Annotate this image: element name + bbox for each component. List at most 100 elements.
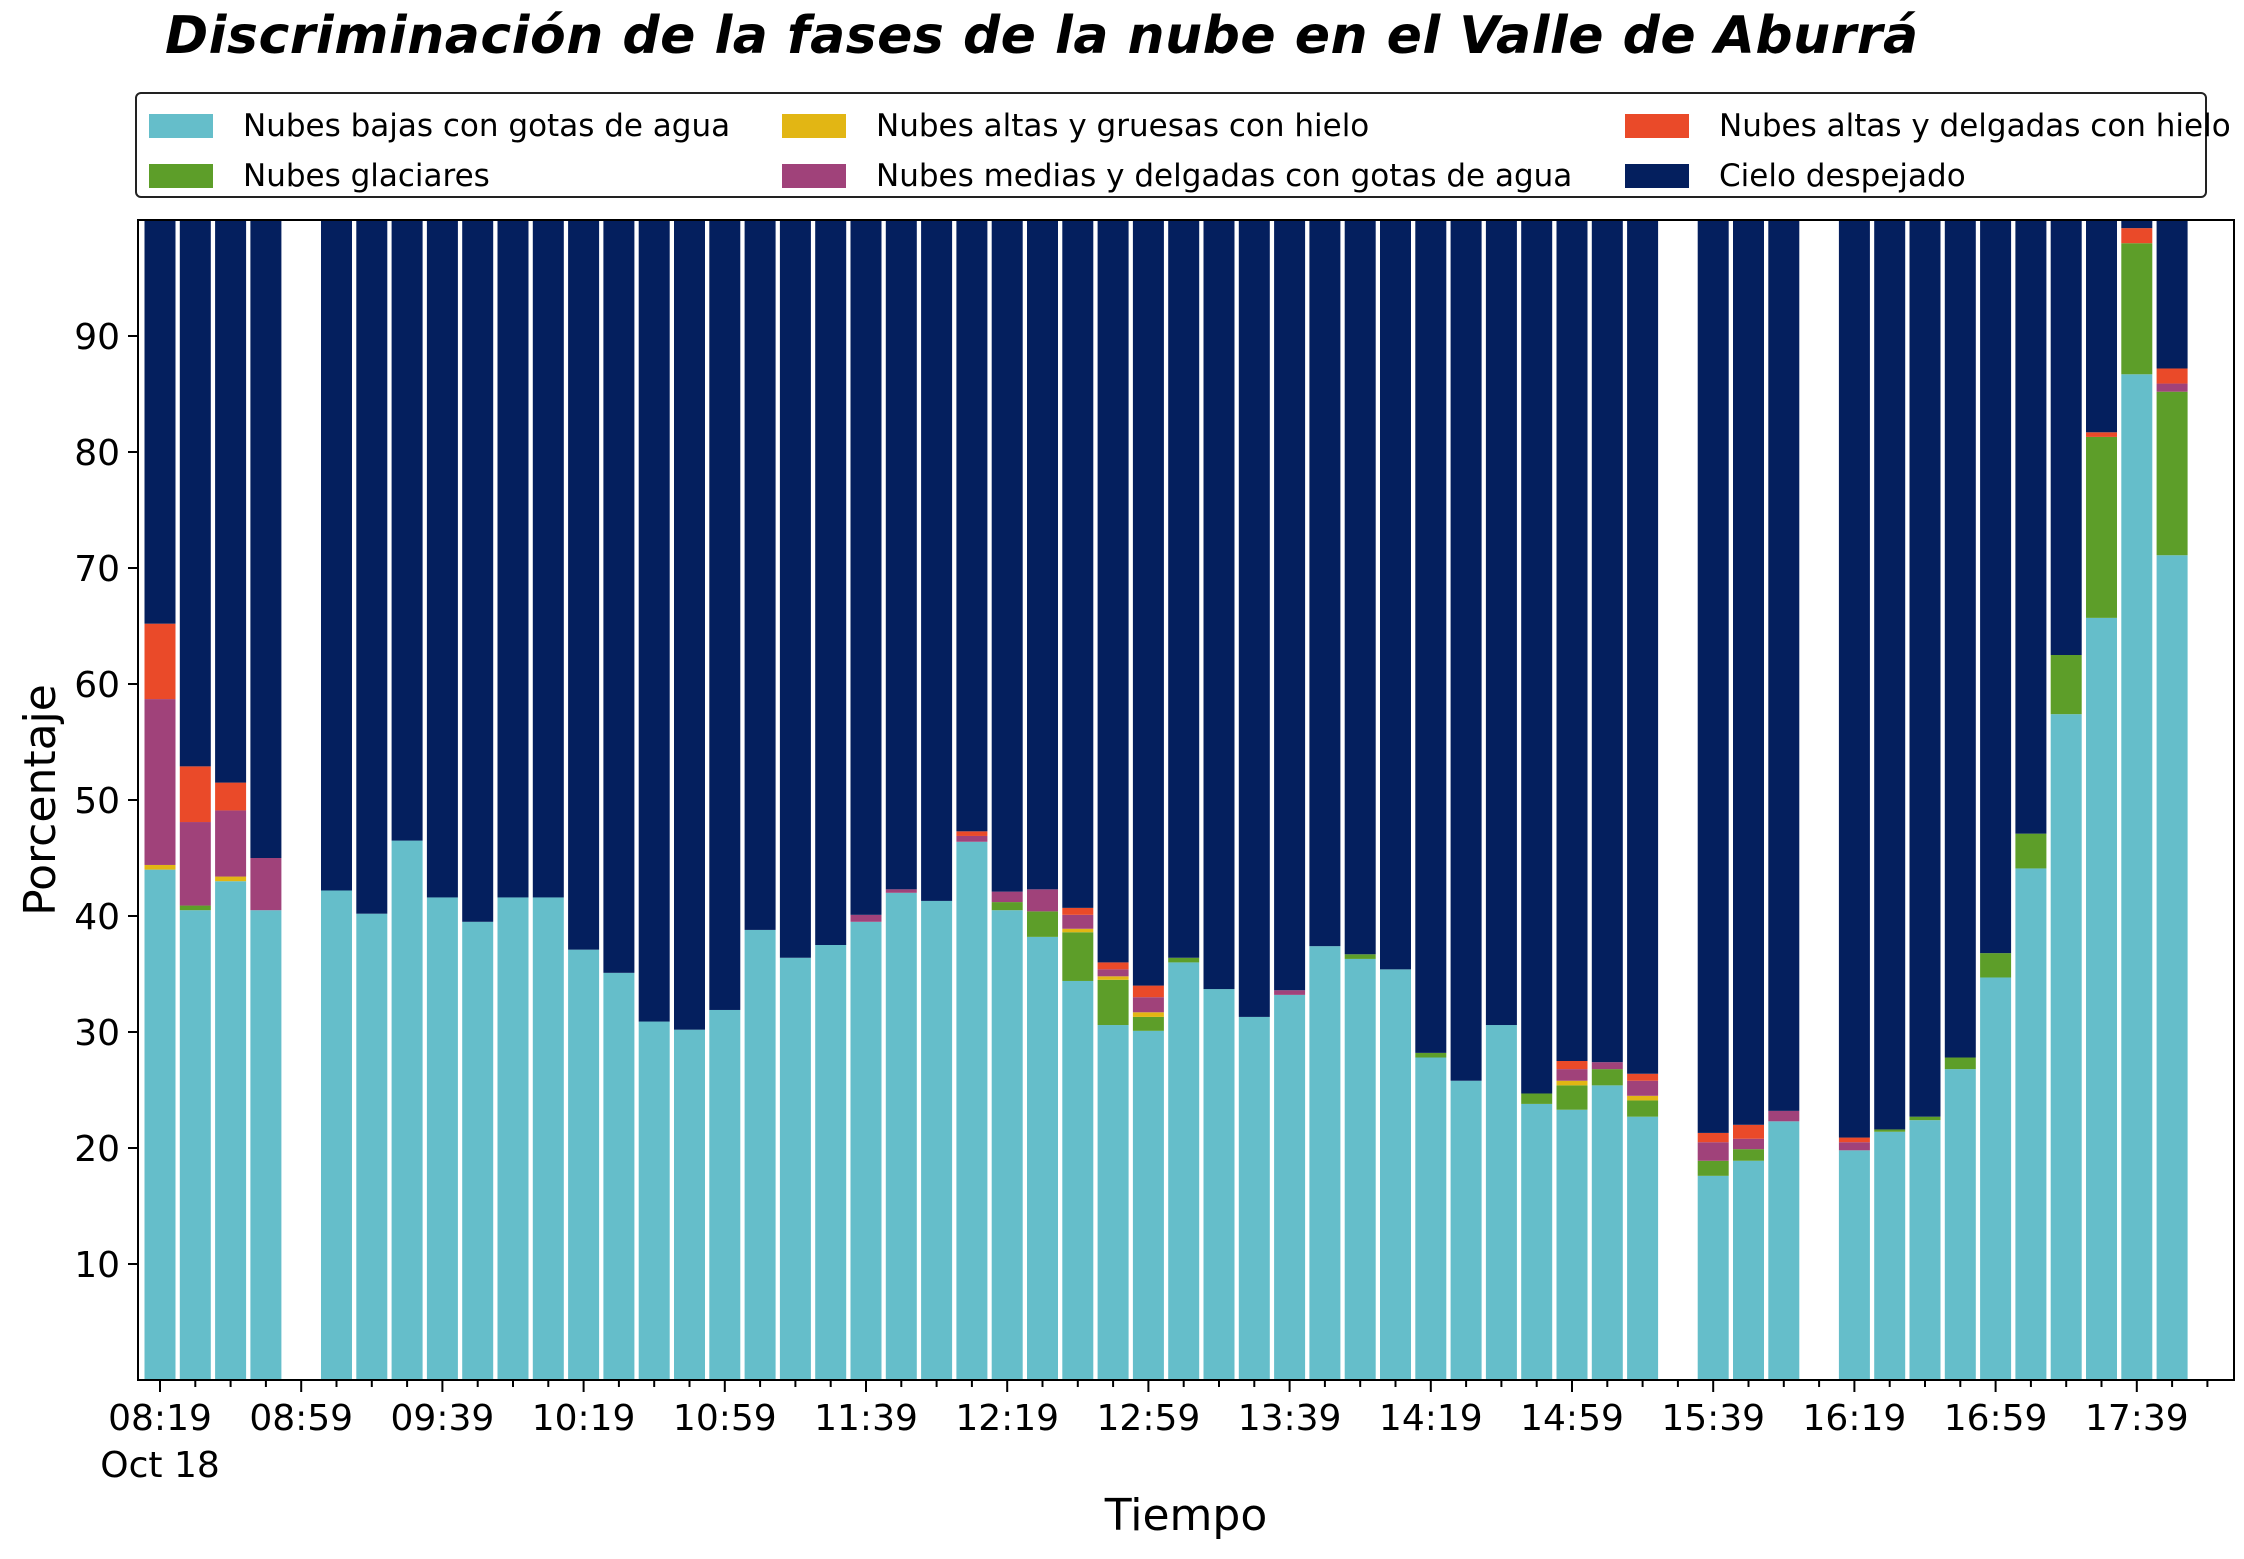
bar-segment xyxy=(1697,1142,1729,1161)
legend-item: Nubes altas y gruesas con hielo xyxy=(782,106,1369,146)
bar-segment xyxy=(462,921,494,1380)
bar-segment xyxy=(1980,977,2012,1380)
bar-segment xyxy=(1062,914,1094,929)
bar-segment xyxy=(850,921,882,1380)
x-tick-label: 16:19 xyxy=(1803,1398,1907,1439)
bar-segment xyxy=(1450,220,1482,1081)
bar-segment xyxy=(1344,220,1376,955)
chart-title: Discriminación de la fases de la nube en… xyxy=(165,6,1919,66)
bar-segment xyxy=(2121,374,2153,1380)
bar-segment xyxy=(815,220,847,945)
bar-segment xyxy=(144,220,176,624)
bar-segment xyxy=(1097,976,1129,980)
bar-segment xyxy=(1556,1061,1588,1070)
bar-segment xyxy=(1238,1016,1270,1380)
bar-segment xyxy=(956,841,988,1380)
bar-segment xyxy=(1132,997,1164,1013)
bar-segment xyxy=(1944,1057,1976,1070)
bar-segment xyxy=(391,220,423,841)
bar-segment xyxy=(1380,220,1411,970)
bar-segment xyxy=(250,910,282,1380)
bar-segment xyxy=(885,892,917,1380)
bar-segment xyxy=(179,220,211,767)
bar-segment xyxy=(1733,220,1764,1125)
x-tick-label: 17:39 xyxy=(2085,1398,2189,1439)
x-tick-label: 15:39 xyxy=(1661,1398,1765,1439)
y-tick-label: 80 xyxy=(74,433,120,474)
bar-segment xyxy=(1733,1124,1764,1139)
legend-swatch xyxy=(1625,164,1689,188)
bar-segment xyxy=(1168,957,1200,963)
x-tick-label: 16:59 xyxy=(1944,1398,2048,1439)
bar-segment xyxy=(850,914,882,922)
bar-segment xyxy=(1238,220,1270,1017)
bar-segment xyxy=(1733,1160,1764,1380)
legend-swatch xyxy=(782,164,846,188)
legend-swatch xyxy=(149,114,213,138)
bar-segment xyxy=(1097,969,1129,977)
bar-segment xyxy=(1627,1073,1659,1081)
bar-segment xyxy=(1344,954,1376,959)
bar-segment xyxy=(1415,1052,1447,1058)
x-tick-label: 14:19 xyxy=(1379,1398,1483,1439)
bar-segment xyxy=(1874,220,1906,1130)
bar-segment xyxy=(1591,1069,1623,1086)
bar-segment xyxy=(603,220,635,973)
bar-segment xyxy=(2156,555,2188,1380)
bar-segment xyxy=(1556,1080,1588,1086)
legend-label: Nubes glaciares xyxy=(243,158,490,194)
x-tick-label: 12:59 xyxy=(1097,1398,1201,1439)
bar-segment xyxy=(1733,1149,1764,1161)
bar-segment xyxy=(603,972,635,1380)
bar-segment xyxy=(1415,1057,1447,1380)
bar-segment xyxy=(179,766,211,823)
bar-segment xyxy=(1838,1150,1870,1380)
bar-segment xyxy=(885,220,917,890)
bar-segment xyxy=(1980,220,2012,954)
bar-segment xyxy=(1556,220,1588,1061)
bar-segment xyxy=(497,897,529,1380)
bar-segment xyxy=(144,869,176,1380)
bar-segment xyxy=(1944,220,1976,1058)
bar-segment xyxy=(144,623,176,700)
y-tick-label: 90 xyxy=(74,317,120,358)
bar-segment xyxy=(2121,228,2153,244)
bar-segment xyxy=(991,902,1023,911)
bar-segment xyxy=(1521,220,1553,1094)
bar-segment xyxy=(921,900,953,1380)
x-tick-label: 10:59 xyxy=(673,1398,777,1439)
bar-segment xyxy=(1450,1080,1482,1380)
bar-segment xyxy=(921,220,953,901)
bar-segment xyxy=(1062,220,1094,908)
bar-segment xyxy=(1627,1100,1659,1117)
x-tick-label: 12:19 xyxy=(955,1398,1059,1439)
x-axis: 08:19 08:59 09:39 10:19 10:59 11:39 12:19 12:59… xyxy=(108,1380,2209,1439)
x-tick-label: 08:59 xyxy=(249,1398,353,1439)
bar-segment xyxy=(1132,1016,1164,1031)
bar-segment xyxy=(1627,1095,1659,1101)
bar-segment xyxy=(1027,936,1058,1380)
bar-segment xyxy=(815,945,847,1380)
bar-segment xyxy=(321,220,352,891)
bar-segment xyxy=(2086,432,2117,437)
x-tick-label: 14:59 xyxy=(1520,1398,1624,1439)
bar-segment xyxy=(462,220,494,922)
bar-segment xyxy=(779,220,811,958)
bar-segment xyxy=(1203,989,1235,1380)
bar-segment xyxy=(1485,1025,1517,1380)
bar-segment xyxy=(1627,1116,1659,1380)
bar-segment xyxy=(1097,962,1129,970)
bar-segment xyxy=(1309,946,1341,1380)
y-tick-label: 40 xyxy=(74,897,120,938)
bar-segment xyxy=(568,220,600,950)
bar-segment xyxy=(1415,220,1447,1053)
bar-segment xyxy=(356,913,388,1380)
bar-segment xyxy=(1874,1131,1906,1380)
bar-segment xyxy=(2015,220,2047,834)
bar-segment xyxy=(1909,1120,1941,1380)
bar-segment xyxy=(2050,655,2082,715)
bar-segment xyxy=(179,822,211,906)
bar-segment xyxy=(956,835,988,842)
bar-segment xyxy=(1909,220,1941,1117)
